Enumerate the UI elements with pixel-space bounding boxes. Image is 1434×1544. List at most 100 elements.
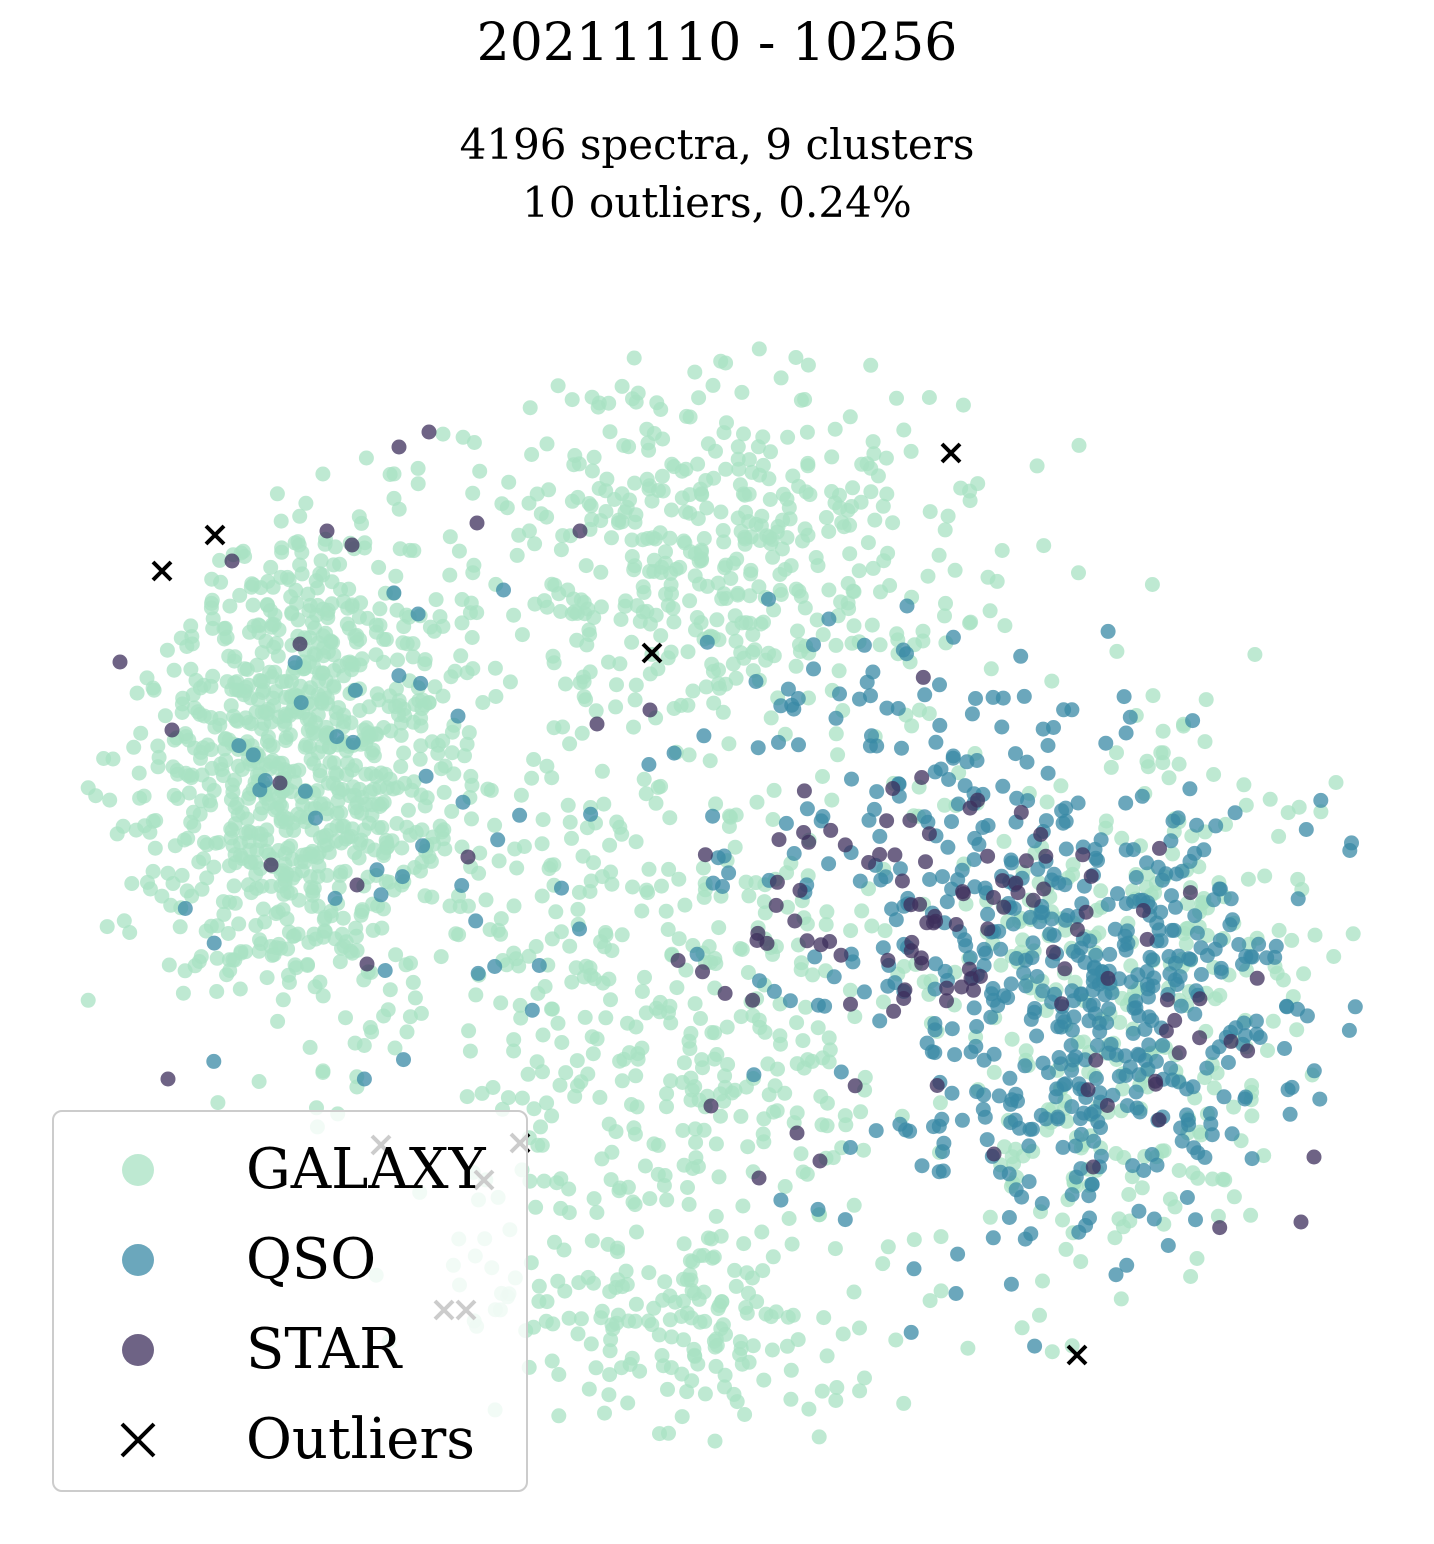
point-qso-63 [1089,1038,1105,1053]
point-qso-315 [1137,1022,1153,1037]
point-galaxy-860 [243,579,259,595]
point-galaxy-714 [312,830,328,846]
point-galaxy-2289 [632,1363,648,1379]
point-galaxy-630 [194,881,210,897]
point-galaxy-1940 [1206,1080,1222,1096]
point-star-101 [1223,1033,1239,1049]
point-galaxy-2050 [1326,949,1342,964]
point-galaxy-1720 [733,1009,749,1025]
point-galaxy-1575 [634,903,650,919]
point-galaxy-942 [658,544,673,560]
point-galaxy-1306 [875,498,891,514]
point-galaxy-1299 [903,443,919,459]
point-galaxy-1788 [856,1142,871,1158]
point-galaxy-920 [444,745,460,761]
point-galaxy-471 [464,777,480,793]
point-galaxy-1766 [356,972,372,988]
point-galaxy-1490 [720,1057,736,1072]
point-star-62 [995,873,1011,889]
point-galaxy-627 [301,684,316,700]
point-galaxy-1427 [614,1073,630,1089]
point-qso-417 [1163,1060,1179,1076]
point-galaxy-1886 [877,923,893,939]
point-star-0 [879,813,895,829]
point-galaxy-1361 [761,471,777,487]
point-qso-156 [1193,940,1209,956]
point-galaxy-868 [358,450,374,466]
point-galaxy-421 [223,698,239,714]
point-galaxy-1092 [524,447,540,462]
point-galaxy-327 [159,642,175,658]
point-qso-199 [1125,1025,1141,1041]
point-qso-442 [1306,1063,1322,1079]
point-galaxy-2199 [657,1274,673,1290]
point-galaxy-1589 [756,894,772,910]
point-qso-239 [1050,1109,1066,1125]
point-galaxy-2041 [1244,1108,1260,1124]
point-galaxy-640 [259,970,275,986]
point-galaxy-2266 [784,1236,800,1252]
point-galaxy-2058 [1165,846,1181,862]
point-galaxy-1375 [711,662,726,678]
point-galaxy-1618 [755,1126,771,1142]
point-qso-569 [1013,648,1029,664]
point-galaxy-1770 [584,1233,600,1249]
point-galaxy-2216 [601,1387,617,1403]
point-star-109 [263,857,279,873]
point-galaxy-1349 [617,504,633,520]
point-qso-423 [1279,998,1294,1014]
point-galaxy-541 [142,881,158,897]
point-galaxy-1521 [875,1256,891,1272]
point-galaxy-2108 [1018,1043,1034,1059]
point-qso-574 [1058,813,1074,829]
point-qso-531 [950,796,966,812]
point-qso-565 [761,591,776,607]
legend: GALAXY QSO STAR Outliers [52,1110,528,1492]
point-qso-251 [903,1324,919,1340]
point-galaxy-1801 [648,795,664,811]
point-galaxy-833 [368,624,384,640]
point-galaxy-1960 [1162,1191,1178,1207]
point-galaxy-1736 [709,1047,725,1062]
point-galaxy-1302 [865,434,881,450]
point-galaxy-712 [239,662,255,677]
point-galaxy-2259 [755,1263,771,1279]
point-qso-445 [892,1116,908,1132]
point-qso-332 [1140,981,1156,997]
point-galaxy-737 [395,635,411,651]
point-galaxy-1999 [1244,1078,1260,1093]
point-qso-143 [983,1009,999,1025]
point-galaxy-977 [527,536,543,552]
point-galaxy-928 [175,690,191,706]
point-galaxy-1314 [763,444,778,460]
point-galaxy-1380 [937,522,953,538]
point-galaxy-1706 [789,1015,805,1031]
point-galaxy-690 [238,944,254,960]
point-galaxy-607 [442,529,458,545]
point-galaxy-2206 [676,1293,691,1309]
point-qso-223 [1118,1068,1134,1083]
point-galaxy-1112 [938,595,953,611]
point-qso-307 [1003,1115,1019,1131]
point-qso-611 [415,838,431,854]
point-qso-490 [879,700,895,716]
point-qso-348 [1000,990,1016,1006]
point-galaxy-1179 [562,736,578,752]
point-galaxy-1885 [1265,1013,1281,1029]
point-galaxy-1454 [577,1009,593,1025]
point-galaxy-1926 [1122,1213,1138,1229]
point-galaxy-1786 [356,1038,372,1053]
point-galaxy-1243 [544,576,560,592]
point-qso-562 [945,750,961,766]
point-galaxy-660 [426,623,442,639]
point-qso-421 [1238,948,1254,964]
point-galaxy-736 [376,901,391,917]
point-galaxy-2158 [602,1367,618,1383]
point-galaxy-1871 [1271,922,1287,938]
point-qso-224 [1166,922,1182,938]
point-galaxy-799 [333,582,348,597]
point-galaxy-412 [487,660,503,676]
point-galaxy-146 [145,863,161,879]
point-galaxy-2141 [727,1262,743,1278]
point-star-106 [224,553,240,569]
